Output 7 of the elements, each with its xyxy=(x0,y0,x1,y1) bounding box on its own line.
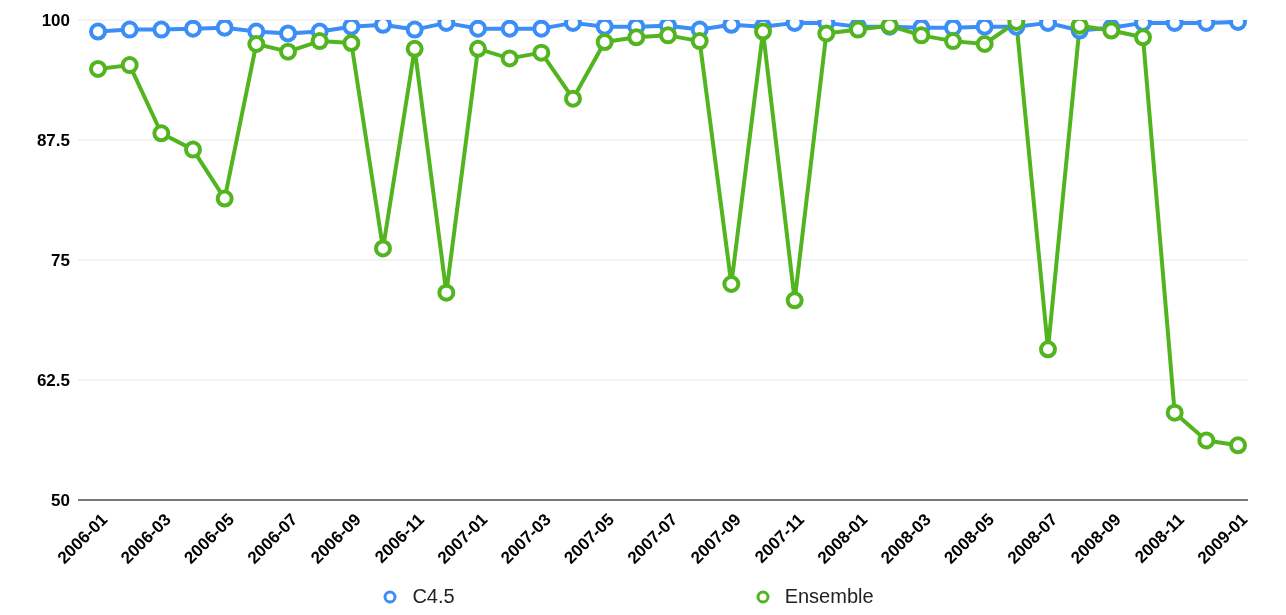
y-tick-label: 87.5 xyxy=(36,131,70,151)
y-tick-label: 62.5 xyxy=(36,371,70,391)
y-tick-label: 75 xyxy=(51,251,70,271)
legend-label: Ensemble xyxy=(784,585,874,608)
y-tick-label: 100 xyxy=(41,11,70,31)
y-tick-label: 50 xyxy=(51,491,70,511)
legend-label: C4.5 xyxy=(412,585,455,608)
